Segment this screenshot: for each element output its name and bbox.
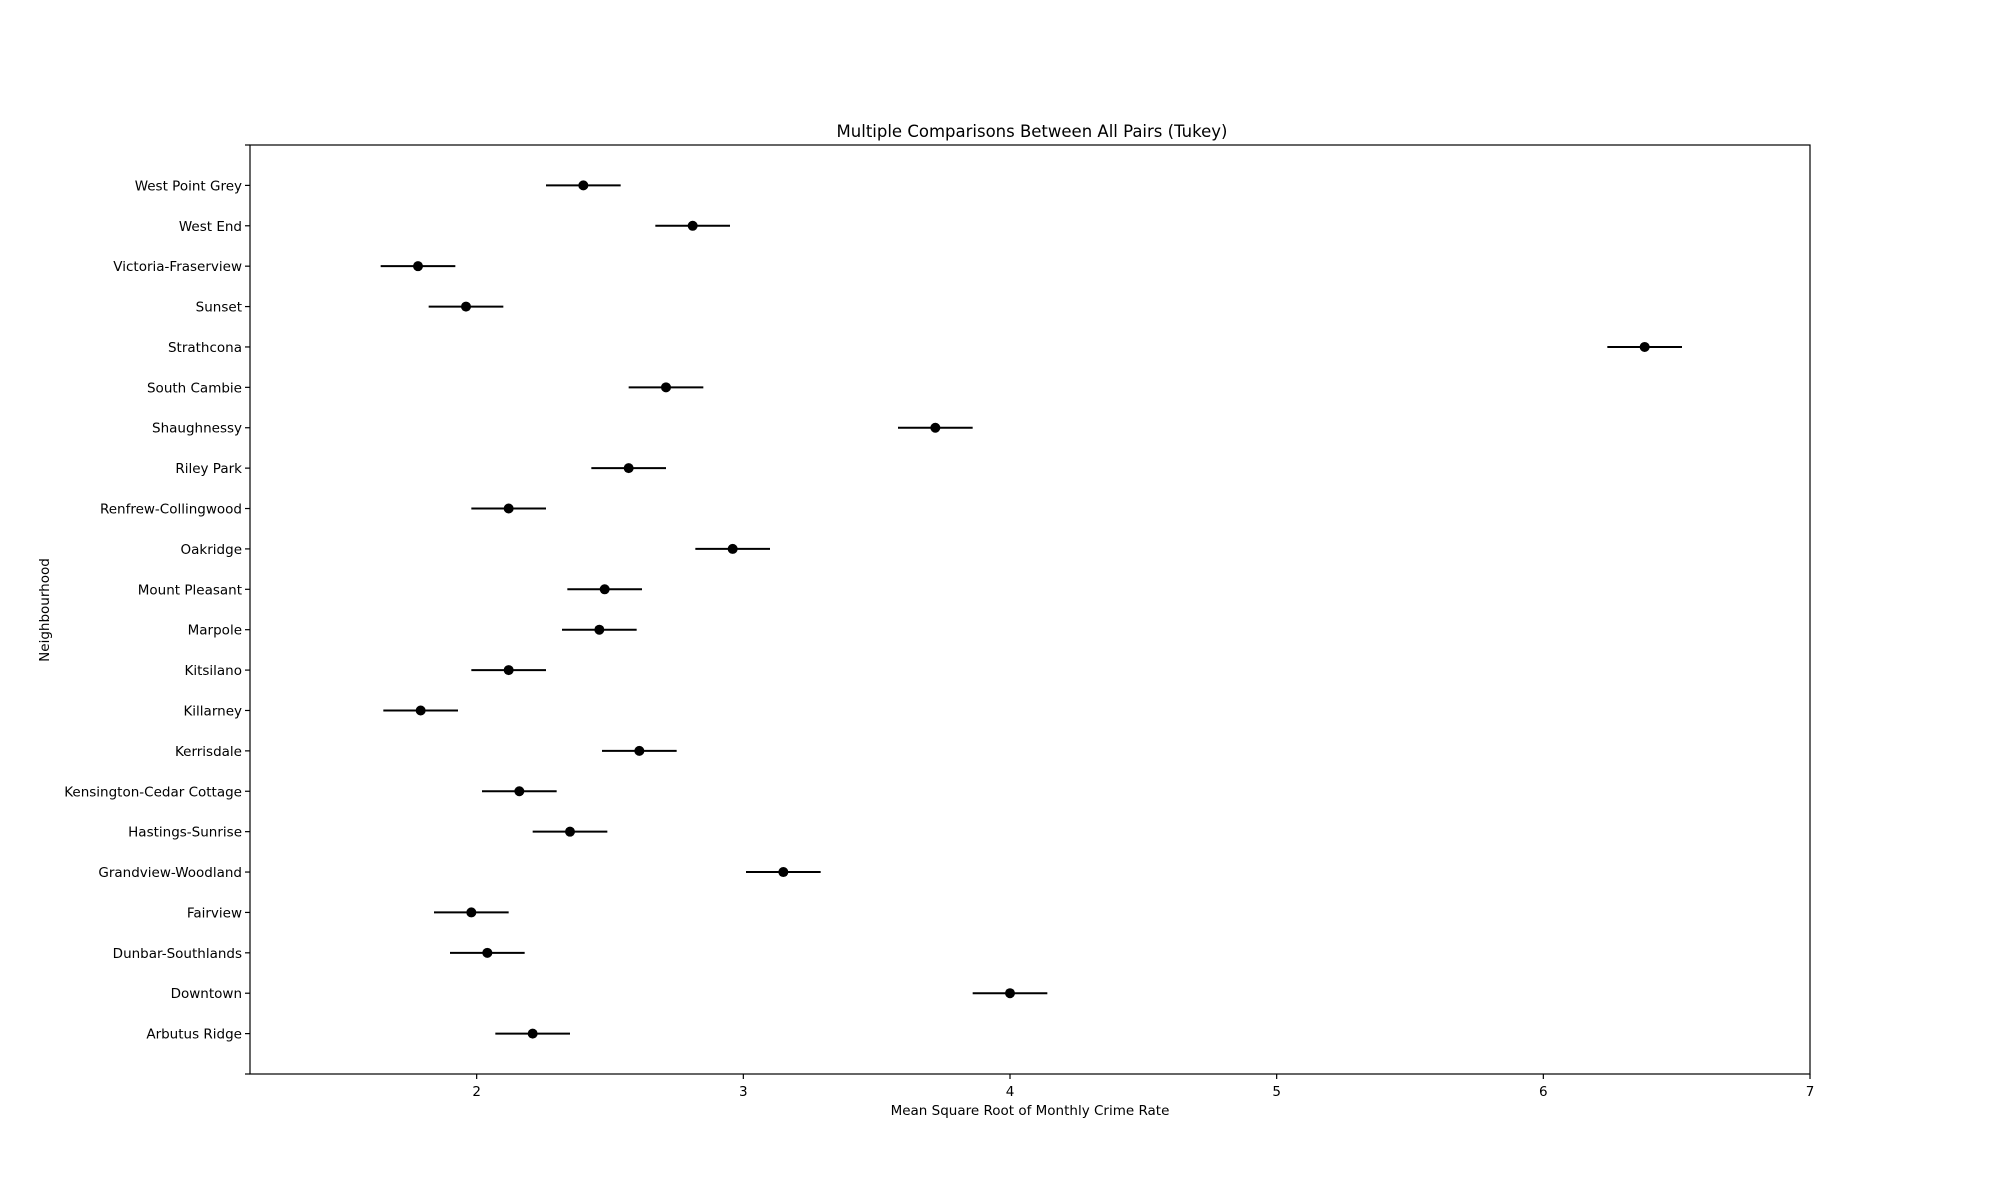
plot-area: [380, 180, 1682, 1039]
x-tick-label: 6: [1539, 1084, 1548, 1100]
y-tick-label: Kerrisdale: [175, 744, 242, 760]
y-tick-label: Renfrew-Collingwood: [100, 502, 242, 518]
mean-point: [1639, 341, 1650, 352]
y-axis-label: Neighbourhood: [37, 558, 53, 662]
x-tick-label: 3: [739, 1084, 748, 1100]
mean-point: [415, 705, 426, 716]
mean-point: [466, 907, 477, 918]
mean-point: [634, 745, 645, 756]
mean-point: [503, 503, 514, 514]
y-tick-label: Downtown: [171, 986, 242, 1002]
chart-title: Multiple Comparisons Between All Pairs (…: [837, 122, 1228, 141]
mean-point: [623, 463, 634, 474]
mean-point: [727, 543, 738, 554]
plot-frame: [249, 144, 1811, 1075]
x-tick-label: 2: [472, 1084, 481, 1100]
y-tick-label: Marpole: [188, 623, 242, 639]
mean-point: [778, 867, 789, 878]
mean-point: [1005, 988, 1015, 999]
mean-point: [413, 261, 423, 272]
y-tick-label: Killarney: [183, 703, 242, 719]
x-axis: 2 3 4 5 6 7: [472, 1074, 1814, 1100]
y-tick-label: West End: [179, 219, 242, 235]
y-tick-label: Kitsilano: [184, 663, 242, 679]
y-tick-label: Riley Park: [175, 461, 242, 477]
y-tick-label: Grandview-Woodland: [98, 865, 242, 881]
y-tick-label: Arbutus Ridge: [146, 1027, 242, 1043]
y-tick-label: Kensington-Cedar Cottage: [64, 784, 242, 800]
x-tick-label: 5: [1272, 1084, 1281, 1100]
x-tick-label: 7: [1806, 1084, 1815, 1100]
y-tick-label: South Cambie: [147, 380, 242, 396]
mean-point: [503, 665, 514, 676]
mean-point: [461, 301, 471, 312]
mean-point: [599, 584, 610, 595]
mean-point: [565, 826, 575, 837]
mean-point: [578, 180, 589, 191]
y-tick-label: West Point Grey: [135, 178, 242, 194]
y-tick-label: Sunset: [196, 300, 242, 316]
x-axis-label: Mean Square Root of Monthly Crime Rate: [891, 1103, 1170, 1119]
mean-point: [594, 624, 605, 635]
y-tick-label: Fairview: [187, 905, 242, 921]
y-tick-label: Shaughnessy: [152, 421, 242, 437]
mean-point: [482, 947, 493, 958]
mean-point: [687, 220, 698, 231]
y-tick-label: Strathcona: [168, 340, 242, 356]
y-tick-label: Mount Pleasant: [138, 582, 242, 598]
y-tick-label: Oakridge: [181, 542, 242, 558]
y-tick-label: Victoria-Fraserview: [113, 259, 242, 275]
mean-point: [661, 382, 671, 393]
y-tick-label: Dunbar-Southlands: [113, 946, 242, 962]
x-tick-label: 4: [1006, 1084, 1015, 1100]
mean-point: [514, 786, 525, 797]
mean-point: [930, 422, 941, 433]
y-axis: Arbutus Ridge Downtown Dunbar-Southlands Fa…: [64, 144, 250, 1075]
mean-point: [527, 1028, 538, 1039]
y-tick-label: Hastings-Sunrise: [128, 825, 242, 841]
